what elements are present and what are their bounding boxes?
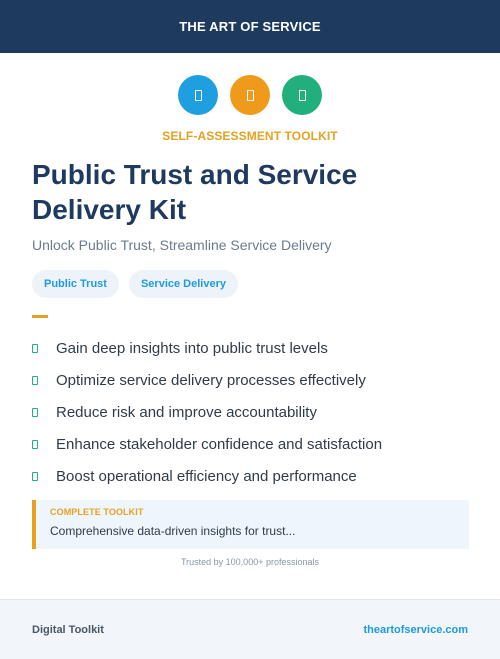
check-icon: [32, 471, 38, 481]
check-icon: [32, 407, 38, 417]
page-title: Public Trust and Service Delivery Kit: [32, 159, 358, 225]
list-item: Enhance stakeholder confidence and satis…: [32, 428, 472, 460]
benefit-text: Enhance stakeholder confidence and satis…: [56, 435, 383, 453]
header-bar: THE ART OF SERVICE: [0, 0, 500, 53]
doc-icon: [194, 89, 202, 101]
benefit-text: Boost operational efficiency and perform…: [56, 467, 357, 485]
list-item: Boost operational efficiency and perform…: [32, 460, 472, 492]
tag-service-delivery: Service Delivery: [128, 270, 238, 298]
eyebrow-label: SELF-ASSESSMENT TOOLKIT: [162, 129, 338, 143]
blue-doc-icon: [178, 75, 218, 115]
footer-bar: Digital Toolkit theartofservice.com: [0, 599, 500, 659]
doc-icon: [298, 89, 306, 101]
benefit-text: Gain deep insights into public trust lev…: [56, 339, 328, 357]
list-item: Gain deep insights into public trust lev…: [32, 332, 472, 364]
callout-label: COMPLETE TOOLKIT: [50, 507, 144, 517]
benefit-text: Reduce risk and improve accountability: [56, 403, 317, 421]
list-item: Optimize service delivery processes effe…: [32, 364, 472, 396]
toolkit-callout: COMPLETE TOOLKIT Comprehensive data-driv…: [32, 500, 469, 549]
tag-list: Public Trust Service Delivery: [32, 270, 238, 298]
accent-divider: [32, 315, 48, 318]
list-item: Reduce risk and improve accountability: [32, 396, 472, 428]
check-icon: [32, 375, 38, 385]
doc-icon: [246, 89, 254, 101]
trust-note: Trusted by 100,000+ professionals: [180, 557, 319, 567]
page-subtitle: Unlock Public Trust, Streamline Service …: [32, 237, 332, 253]
tag-public-trust: Public Trust: [32, 270, 119, 298]
website-link[interactable]: theartofservice.com: [363, 623, 468, 636]
green-doc-icon: [282, 75, 322, 115]
footer-label: Digital Toolkit: [32, 623, 104, 636]
brand-title: THE ART OF SERVICE: [179, 19, 321, 34]
benefit-list: Gain deep insights into public trust lev…: [32, 332, 472, 492]
check-icon: [32, 343, 38, 353]
benefit-text: Optimize service delivery processes effe…: [56, 371, 366, 389]
orange-doc-icon: [230, 75, 270, 115]
check-icon: [32, 439, 38, 449]
callout-text: Comprehensive data-driven insights for t…: [50, 524, 296, 538]
icon-row: [0, 75, 500, 115]
